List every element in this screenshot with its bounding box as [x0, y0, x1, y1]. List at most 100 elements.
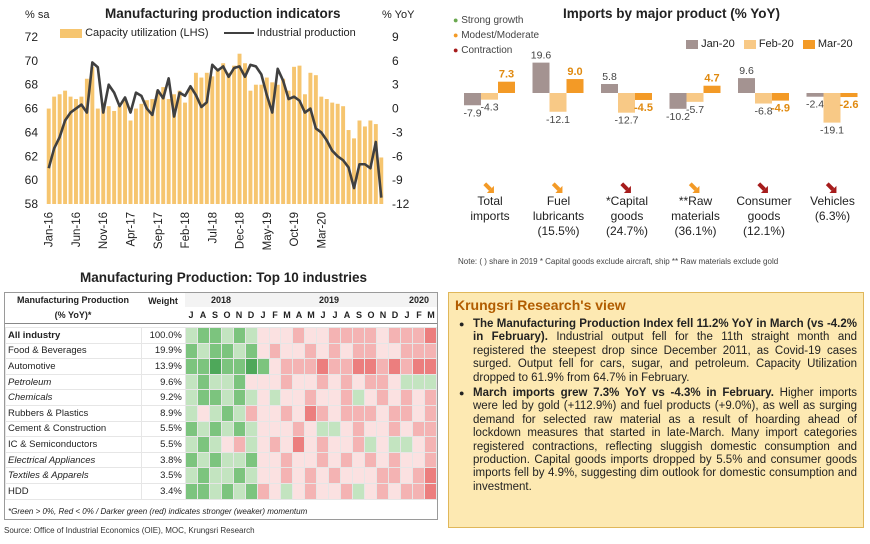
heat-cell	[304, 327, 318, 344]
capacity-bar	[281, 78, 286, 204]
heat-cell	[423, 389, 438, 406]
capacity-bar	[123, 99, 128, 204]
industry-weight: 5.5%	[140, 436, 186, 453]
heat-cell	[388, 436, 401, 453]
heat-cell	[280, 467, 294, 484]
heat-cell	[411, 389, 425, 406]
import-data-label: -12.1	[546, 114, 570, 126]
heatmap-body: All industry 100.0% Food & Beverages 19.9% A…	[5, 327, 438, 500]
capacity-bar	[232, 65, 237, 204]
capacity-bar	[302, 94, 307, 204]
capacity-bar	[161, 87, 166, 204]
capacity-bar	[243, 63, 247, 204]
heat-cell	[388, 327, 401, 344]
heat-cell	[184, 467, 198, 484]
heat-cell	[208, 342, 222, 360]
heat-cell	[208, 420, 222, 438]
capacity-bar	[68, 96, 73, 204]
month-header-2020: F	[413, 307, 425, 325]
capacity-bar	[84, 78, 89, 204]
heat-cell	[411, 451, 425, 469]
heat-cell	[196, 373, 210, 391]
month-header-2019: A	[341, 307, 353, 325]
right-tick-label: -12	[392, 197, 410, 211]
x-tick-label: Oct-19	[289, 212, 301, 247]
heat-cell	[328, 451, 342, 469]
heat-cell	[268, 327, 282, 344]
industry-table: Manufacturing Production (% YoY)* Weight…	[4, 292, 438, 520]
month-header-2020: M	[425, 307, 437, 325]
heat-cell	[328, 404, 342, 422]
heat-cell	[388, 389, 401, 406]
left-tick-label: 70	[25, 54, 39, 68]
capacity-bar	[357, 120, 362, 204]
import-data-label: -10.2	[666, 111, 690, 123]
heat-cell	[184, 436, 198, 453]
heat-cell	[340, 358, 354, 375]
heat-cell	[268, 404, 282, 422]
capacity-bar	[95, 108, 100, 204]
strong-dot-icon: ●	[453, 15, 459, 25]
left-tick-label: 66	[25, 102, 39, 116]
heat-cell	[364, 373, 378, 391]
heat-cell	[292, 389, 306, 406]
heat-cell	[376, 404, 390, 422]
capacity-bar	[204, 72, 209, 204]
industry-name: IC & Semiconductors	[5, 436, 142, 453]
industry-name: Textiles & Apparels	[5, 467, 142, 484]
heat-cell	[316, 389, 330, 406]
industry-name: Food & Beverages	[5, 342, 142, 360]
capacity-bar	[297, 65, 302, 204]
month-header-2018: O	[221, 307, 233, 325]
table-row: Electrical Appliances 3.8%	[5, 451, 438, 469]
heat-cell	[399, 436, 413, 453]
x-tick-label: Mar-20	[316, 212, 328, 248]
heat-cell	[411, 420, 425, 438]
right-chart-note: Note: ( ) share in 2019 * Capital goods …	[458, 257, 779, 266]
heat-cell	[388, 342, 401, 360]
category-line: (12.1%)	[742, 224, 786, 238]
heat-cell	[280, 342, 294, 360]
research-view-panel: Krungsri Research's view The Manufacturi…	[448, 292, 864, 528]
heat-cell	[256, 467, 270, 484]
import-bar-feb-20	[755, 93, 772, 104]
heat-cell	[280, 420, 294, 438]
heat-cell	[292, 451, 306, 469]
heat-cell	[268, 482, 282, 500]
series-legend: Jan-20 Feb-20 Mar-20	[686, 38, 853, 50]
capacity-bar	[324, 99, 329, 204]
heat-cell	[280, 451, 294, 469]
x-tick-label: Apr-17	[126, 212, 138, 247]
heat-cell	[328, 420, 342, 438]
heat-cell	[423, 342, 438, 360]
heat-cell	[304, 373, 318, 391]
industry-name: Rubbers & Plastics	[5, 404, 142, 422]
import-data-label: -5.7	[686, 104, 704, 116]
heat-cell	[411, 327, 425, 344]
import-data-label: -2.6	[840, 99, 859, 111]
industry-name: Cement & Construction	[5, 420, 142, 438]
industry-weight: 9.2%	[140, 389, 186, 406]
heat-cell	[184, 482, 198, 500]
heat-cell	[423, 482, 438, 500]
capacity-bar	[101, 102, 106, 204]
left-chart-legend: Capacity utilization (LHS) Industrial pr…	[60, 27, 356, 39]
heat-cell	[304, 404, 318, 422]
x-tick-label: Nov-16	[98, 212, 110, 249]
left-tick-label: 58	[25, 197, 39, 211]
heat-cell	[280, 373, 294, 391]
heat-cell	[304, 436, 318, 453]
heat-cell	[340, 467, 354, 484]
right-axis-unit: % YoY	[382, 9, 415, 21]
x-tick-label: May-19	[262, 212, 274, 250]
heat-cell	[184, 451, 198, 469]
heat-cell	[292, 358, 306, 375]
capacity-bar	[139, 103, 144, 204]
category-line: **Raw	[678, 194, 713, 208]
heat-cell	[316, 420, 330, 438]
heat-cell	[388, 482, 401, 500]
heat-cell	[256, 482, 270, 500]
heat-cell	[399, 451, 413, 469]
heat-cell	[268, 420, 282, 438]
right-tick-label: -3	[392, 125, 403, 139]
